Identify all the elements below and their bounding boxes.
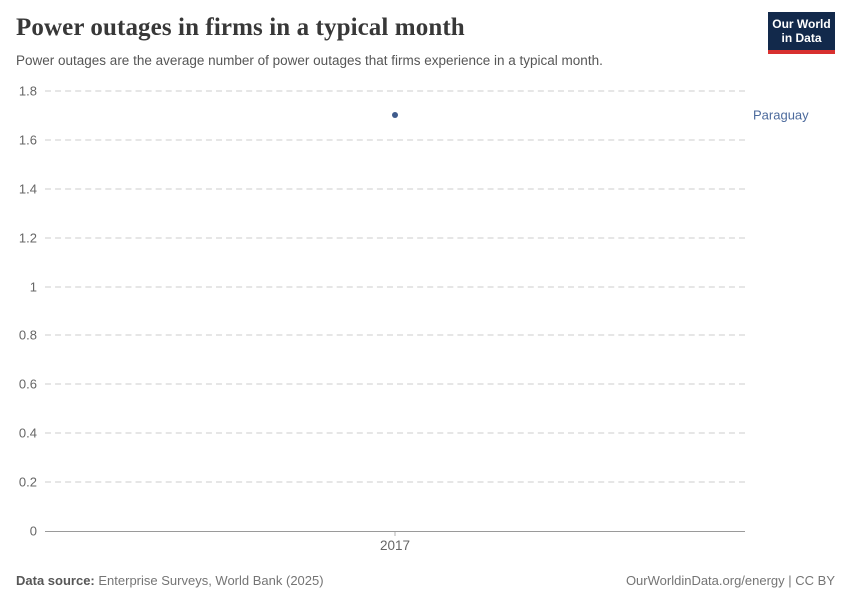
gridline [45, 383, 745, 386]
data-point-paraguay[interactable] [392, 112, 398, 119]
gridline [45, 481, 745, 484]
y-axis-tick-label: 0.2 [18, 474, 37, 490]
gridline [45, 432, 745, 435]
chart-title: Power outages in firms in a typical mont… [16, 14, 465, 41]
y-axis-tick-label: 0 [29, 523, 37, 539]
gridline [45, 90, 745, 92]
y-axis-tick-label: 0.6 [18, 376, 37, 392]
y-axis-tick-label: 1.6 [18, 132, 37, 148]
owid-logo-line2: in Data [781, 31, 822, 45]
y-axis-tick-label: 1.8 [18, 83, 37, 99]
footer-credit-link[interactable]: OurWorldinData.org/energy | CC BY [625, 573, 835, 588]
gridline [45, 187, 745, 190]
gridline [45, 334, 745, 337]
data-source-label: Data source: [16, 573, 95, 588]
plot-area: Paraguay 2017 0 0.2 0.4 0.6 0.8 1 1.2 1.4 1.6 1.8 [19, 84, 809, 554]
x-axis-tick-mark [394, 532, 396, 536]
y-axis-tick-label: 0.4 [18, 425, 37, 441]
chart-footer: Data source: Enterprise Surveys, World B… [16, 573, 835, 588]
x-axis-tick-label: 2017 [379, 538, 411, 553]
y-axis-tick-label: 1.4 [18, 181, 37, 197]
owid-logo-line1: Our World [772, 17, 831, 31]
entity-label[interactable]: Paraguay [753, 107, 809, 123]
y-axis-tick-label: 1 [29, 279, 37, 295]
chart-subtitle: Power outages are the average number of … [16, 53, 603, 68]
data-source-value: Enterprise Surveys, World Bank (2025) [98, 573, 324, 588]
gridline [45, 138, 745, 141]
gridline [45, 285, 745, 288]
data-source-line: Data source: Enterprise Surveys, World B… [16, 573, 324, 588]
gridline [45, 236, 745, 239]
y-axis-tick-label: 0.8 [18, 327, 37, 343]
owid-logo[interactable]: Our World in Data [768, 12, 835, 54]
y-axis-tick-label: 1.2 [18, 230, 37, 246]
